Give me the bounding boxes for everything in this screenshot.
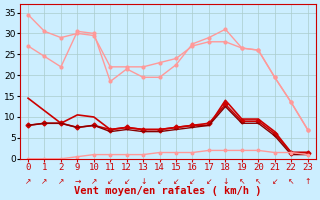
Text: ↖: ↖ [288,177,294,186]
Text: ↗: ↗ [91,177,97,186]
Text: ↙: ↙ [189,177,196,186]
Text: ↙: ↙ [272,177,278,186]
Text: ↗: ↗ [25,177,31,186]
Text: ↖: ↖ [255,177,261,186]
Text: ↑: ↑ [304,177,311,186]
Text: →: → [74,177,81,186]
Text: ↓: ↓ [222,177,228,186]
Text: ↙: ↙ [173,177,179,186]
Text: ↙: ↙ [107,177,114,186]
Text: ↙: ↙ [156,177,163,186]
Text: ↙: ↙ [206,177,212,186]
Text: ↗: ↗ [58,177,64,186]
X-axis label: Vent moyen/en rafales ( km/h ): Vent moyen/en rafales ( km/h ) [74,186,261,196]
Text: ↓: ↓ [140,177,146,186]
Text: ↙: ↙ [124,177,130,186]
Text: ↖: ↖ [239,177,245,186]
Text: ↗: ↗ [41,177,48,186]
